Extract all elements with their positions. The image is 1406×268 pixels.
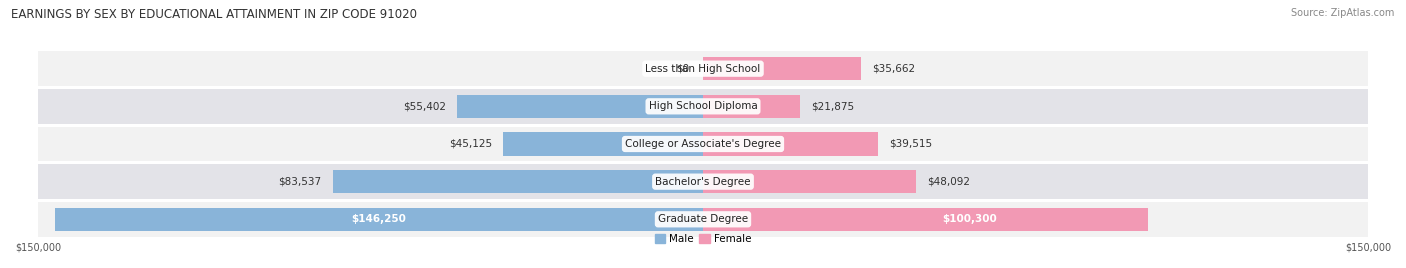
Text: $55,402: $55,402	[404, 101, 446, 111]
Text: Source: ZipAtlas.com: Source: ZipAtlas.com	[1291, 8, 1395, 18]
Text: Less than High School: Less than High School	[645, 64, 761, 74]
Bar	[38, 202, 1368, 237]
Bar	[38, 164, 1368, 199]
Bar	[38, 89, 1368, 124]
Text: Bachelor's Degree: Bachelor's Degree	[655, 177, 751, 187]
Text: $39,515: $39,515	[889, 139, 932, 149]
Bar	[38, 51, 1368, 86]
Text: $21,875: $21,875	[811, 101, 855, 111]
Bar	[703, 132, 879, 156]
Text: $35,662: $35,662	[872, 64, 915, 74]
Text: Graduate Degree: Graduate Degree	[658, 214, 748, 224]
Text: College or Associate's Degree: College or Associate's Degree	[626, 139, 780, 149]
Bar	[503, 132, 703, 156]
Bar	[703, 170, 917, 193]
Bar	[703, 95, 800, 118]
Text: $83,537: $83,537	[278, 177, 322, 187]
Text: $45,125: $45,125	[449, 139, 492, 149]
Bar	[333, 170, 703, 193]
Text: $146,250: $146,250	[352, 214, 406, 224]
Text: $100,300: $100,300	[942, 214, 997, 224]
Text: EARNINGS BY SEX BY EDUCATIONAL ATTAINMENT IN ZIP CODE 91020: EARNINGS BY SEX BY EDUCATIONAL ATTAINMEN…	[11, 8, 418, 21]
Bar	[703, 57, 860, 80]
Bar	[457, 95, 703, 118]
Text: $48,092: $48,092	[928, 177, 970, 187]
Bar	[703, 208, 1147, 231]
Text: High School Diploma: High School Diploma	[648, 101, 758, 111]
Bar	[55, 208, 703, 231]
Bar	[38, 127, 1368, 161]
Text: $0: $0	[676, 64, 690, 74]
Legend: Male, Female: Male, Female	[651, 230, 755, 248]
